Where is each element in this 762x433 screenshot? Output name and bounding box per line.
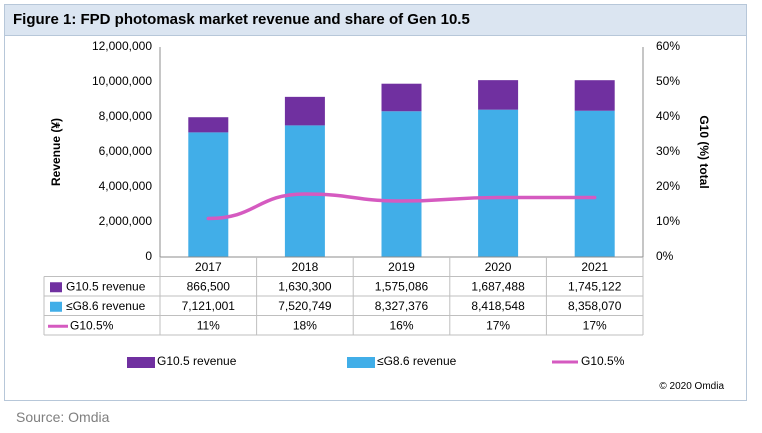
y2-tick-label: 40% bbox=[656, 109, 680, 123]
source-note: Source: Omdia bbox=[16, 409, 110, 425]
y2-tick-label: 30% bbox=[656, 144, 680, 158]
y-tick-label: 12,000,000 bbox=[92, 39, 152, 53]
table-cell: 8,327,376 bbox=[375, 299, 429, 313]
table-key-g86-swatch bbox=[50, 301, 62, 312]
legend-swatch bbox=[127, 357, 155, 368]
y2-tick-label: 0% bbox=[656, 249, 674, 263]
bar-g105-2021 bbox=[574, 80, 615, 111]
bar-g105-2019 bbox=[381, 83, 422, 112]
category-label: 2018 bbox=[292, 260, 319, 274]
y2-tick-label: 60% bbox=[656, 39, 680, 53]
table-cell: 7,520,749 bbox=[278, 299, 332, 313]
table-cell: 17% bbox=[486, 318, 510, 332]
table-cell: 1,745,122 bbox=[568, 279, 622, 293]
table-cell: 8,418,548 bbox=[471, 299, 525, 313]
bar-g86-2021 bbox=[574, 110, 615, 258]
y-tick-label: 2,000,000 bbox=[99, 214, 153, 228]
category-label: 2019 bbox=[388, 260, 415, 274]
bar-g86-2018 bbox=[284, 125, 325, 257]
table-cell: 8,358,070 bbox=[568, 299, 622, 313]
bar-g105-2018 bbox=[284, 96, 325, 126]
y2-tick-label: 10% bbox=[656, 214, 680, 228]
figure-title: Figure 1: FPD photomask market revenue a… bbox=[13, 11, 470, 28]
copyright-note: © 2020 Omdia bbox=[659, 381, 724, 392]
legend-swatch bbox=[347, 357, 375, 368]
table-cell: 18% bbox=[293, 318, 317, 332]
chart-area: 0 2,000,000 4,000,000 6,000,000 8,000,000 10,… bbox=[43, 39, 711, 368]
legend-label: ≤G8.6 revenue bbox=[377, 354, 457, 368]
table-key-g105-swatch bbox=[50, 282, 62, 293]
table-cell: 16% bbox=[389, 318, 413, 332]
y-tick-label: 0 bbox=[145, 249, 152, 263]
bar-g86-2020 bbox=[478, 109, 519, 257]
y2-tick-label: 20% bbox=[656, 179, 680, 193]
table-cell: 866,500 bbox=[187, 279, 231, 293]
table-cell: 11% bbox=[197, 318, 220, 332]
table-cell: 7,121,001 bbox=[182, 299, 236, 313]
title-bar: Figure 1: FPD photomask market revenue a… bbox=[5, 5, 746, 36]
bar-g86-2019 bbox=[381, 111, 422, 257]
y2-axis-title: G10 (%) total bbox=[697, 115, 711, 188]
table-cell: 1,575,086 bbox=[375, 279, 429, 293]
y-axis-title: Revenue (¥) bbox=[49, 118, 63, 186]
table-cell: 1,630,300 bbox=[278, 279, 332, 293]
y-tick-label: 10,000,000 bbox=[92, 74, 152, 88]
table-cell: 17% bbox=[583, 318, 607, 332]
category-label: 2021 bbox=[581, 260, 608, 274]
table-row-label: G10.5% bbox=[70, 318, 114, 332]
table-cell: 1,687,488 bbox=[471, 279, 525, 293]
bar-g86-2017 bbox=[188, 132, 229, 257]
table-row-label: G10.5 revenue bbox=[66, 279, 146, 293]
y-tick-label: 6,000,000 bbox=[99, 144, 153, 158]
bar-g105-2020 bbox=[478, 80, 519, 110]
table-row-label: ≤G8.6 revenue bbox=[66, 299, 146, 313]
bar-g105-2017 bbox=[188, 117, 229, 133]
share-line bbox=[206, 192, 597, 221]
category-label: 2020 bbox=[485, 260, 512, 274]
category-label: 2017 bbox=[195, 260, 222, 274]
legend-label: G10.5 revenue bbox=[157, 354, 237, 368]
y-tick-label: 8,000,000 bbox=[99, 109, 153, 123]
legend-label: G10.5% bbox=[581, 354, 625, 368]
y-tick-label: 4,000,000 bbox=[99, 179, 153, 193]
y2-tick-label: 50% bbox=[656, 74, 680, 88]
